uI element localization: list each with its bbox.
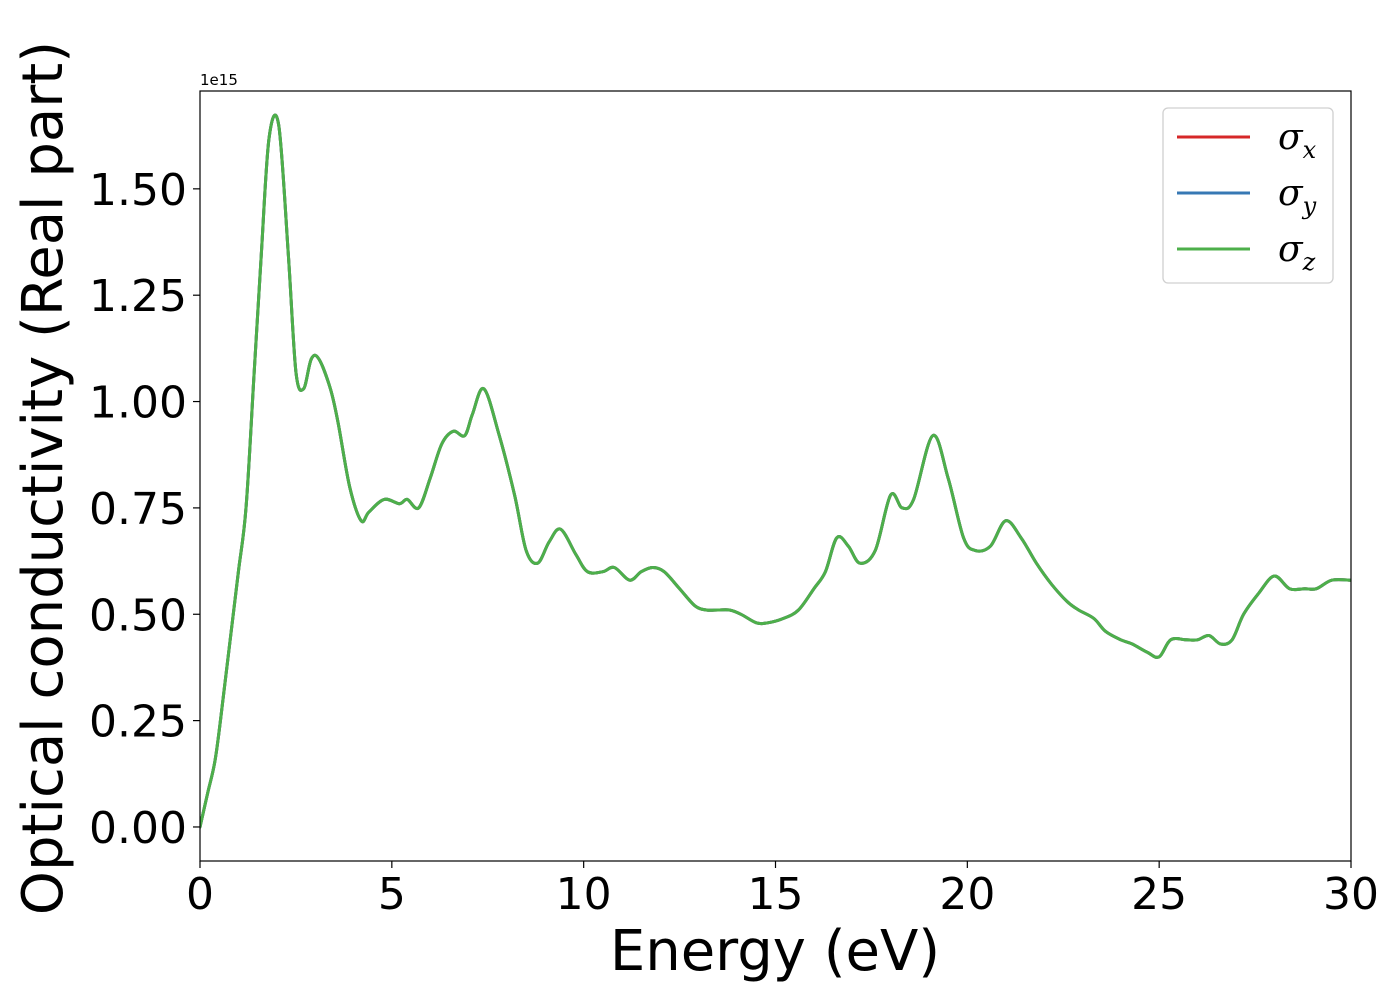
legend-box [1162,107,1334,284]
x-tick-label: 15 [748,869,804,920]
series-layer [200,113,1351,829]
x-tick-label: 20 [939,869,995,920]
x-tick-label: 25 [1131,869,1187,920]
x-tick-label: 10 [556,869,612,920]
y-offset-label: 1e15 [200,71,238,89]
legend-symbol: σ [1278,117,1304,158]
x-tick-label: 30 [1323,869,1379,920]
legend-label: σz [1278,229,1316,276]
y-tick-label: 0.00 [89,803,187,854]
x-tick-label: 5 [378,869,406,920]
legend-label: σx [1278,117,1317,164]
plot-area [199,90,1352,862]
plot-background [200,91,1351,861]
y-tick-label: 1.50 [89,165,187,216]
legend-symbol: σ [1278,229,1304,270]
legend-label: σy [1278,173,1317,220]
x-tick-label: 0 [186,869,214,920]
y-axis-ticks: 0.00 0.25 0.50 0.75 1.00 1.25 1.50 [89,165,200,854]
x-axis-label: Energy (eV) [610,919,940,984]
legend-subscript: z [1302,248,1316,276]
y-tick-label: 0.50 [89,590,187,641]
y-tick-label: 1.00 [89,378,187,429]
legend-symbol: σ [1278,173,1304,214]
y-tick-label: 0.75 [89,484,187,535]
x-axis-ticks: 0 5 10 15 20 25 30 [186,861,1379,920]
y-axis-label: Optical conductivity (Real part) [11,41,76,915]
y-tick-label: 1.25 [89,271,187,322]
series-line-z [200,113,1351,829]
y-tick-label: 0.25 [89,697,187,748]
legend-subscript: x [1303,136,1317,164]
legend-subscript: y [1302,192,1317,220]
